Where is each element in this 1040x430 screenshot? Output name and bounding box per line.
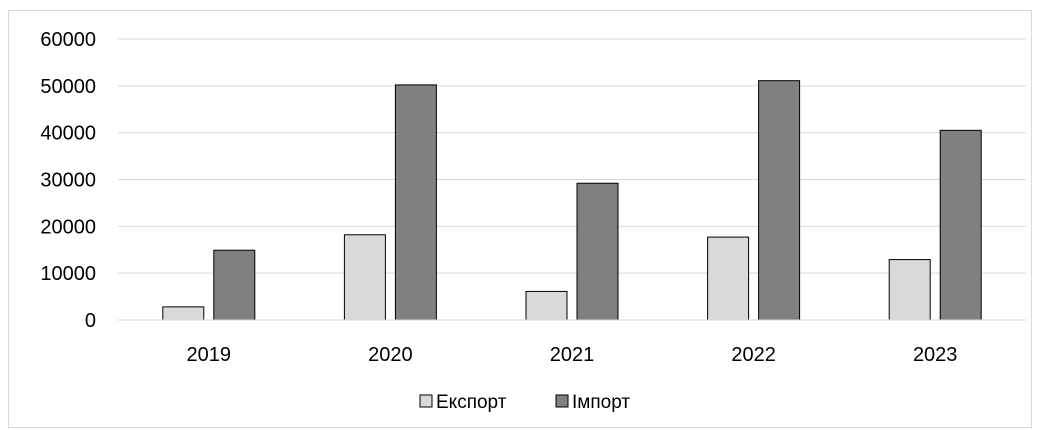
bar-import-2023 (939, 129, 982, 321)
bar-import-2020 (394, 84, 437, 321)
legend-label: Експорт (436, 392, 507, 413)
bars (162, 80, 982, 321)
bar-export-2021 (525, 290, 568, 321)
y-tick-label: 40000 (40, 123, 96, 145)
bar-export-2022 (707, 236, 750, 321)
legend-swatch (555, 394, 569, 408)
y-tick-label: 10000 (40, 263, 96, 285)
bar-export-2020 (343, 234, 386, 321)
y-tick-label: 50000 (40, 76, 96, 98)
x-tick-label: 2020 (368, 344, 413, 366)
y-tick-label: 60000 (40, 29, 96, 51)
x-axis-ticks: 2019 2020 2021 2022 2023 (187, 344, 958, 366)
y-tick-label: 20000 (40, 216, 96, 238)
legend: Експорт Імпорт (419, 392, 630, 413)
gridlines (118, 38, 1026, 274)
bar-export-2019 (162, 306, 205, 321)
x-tick-label: 2021 (550, 344, 595, 366)
chart-frame (8, 10, 1032, 428)
x-tick-label: 2019 (187, 344, 232, 366)
bar-import-2022 (758, 80, 801, 321)
legend-swatch (419, 394, 433, 408)
y-axis-ticks: 0 10000 20000 30000 40000 50000 60000 (40, 29, 96, 332)
bar-import-2021 (576, 182, 619, 321)
y-tick-label: 0 (85, 310, 96, 332)
y-tick-label: 30000 (40, 170, 96, 192)
x-tick-label: 2022 (731, 344, 776, 366)
bar-import-2019 (213, 249, 256, 321)
bar-export-2023 (888, 259, 931, 321)
legend-label: Імпорт (572, 392, 630, 413)
x-tick-label: 2023 (913, 344, 958, 366)
